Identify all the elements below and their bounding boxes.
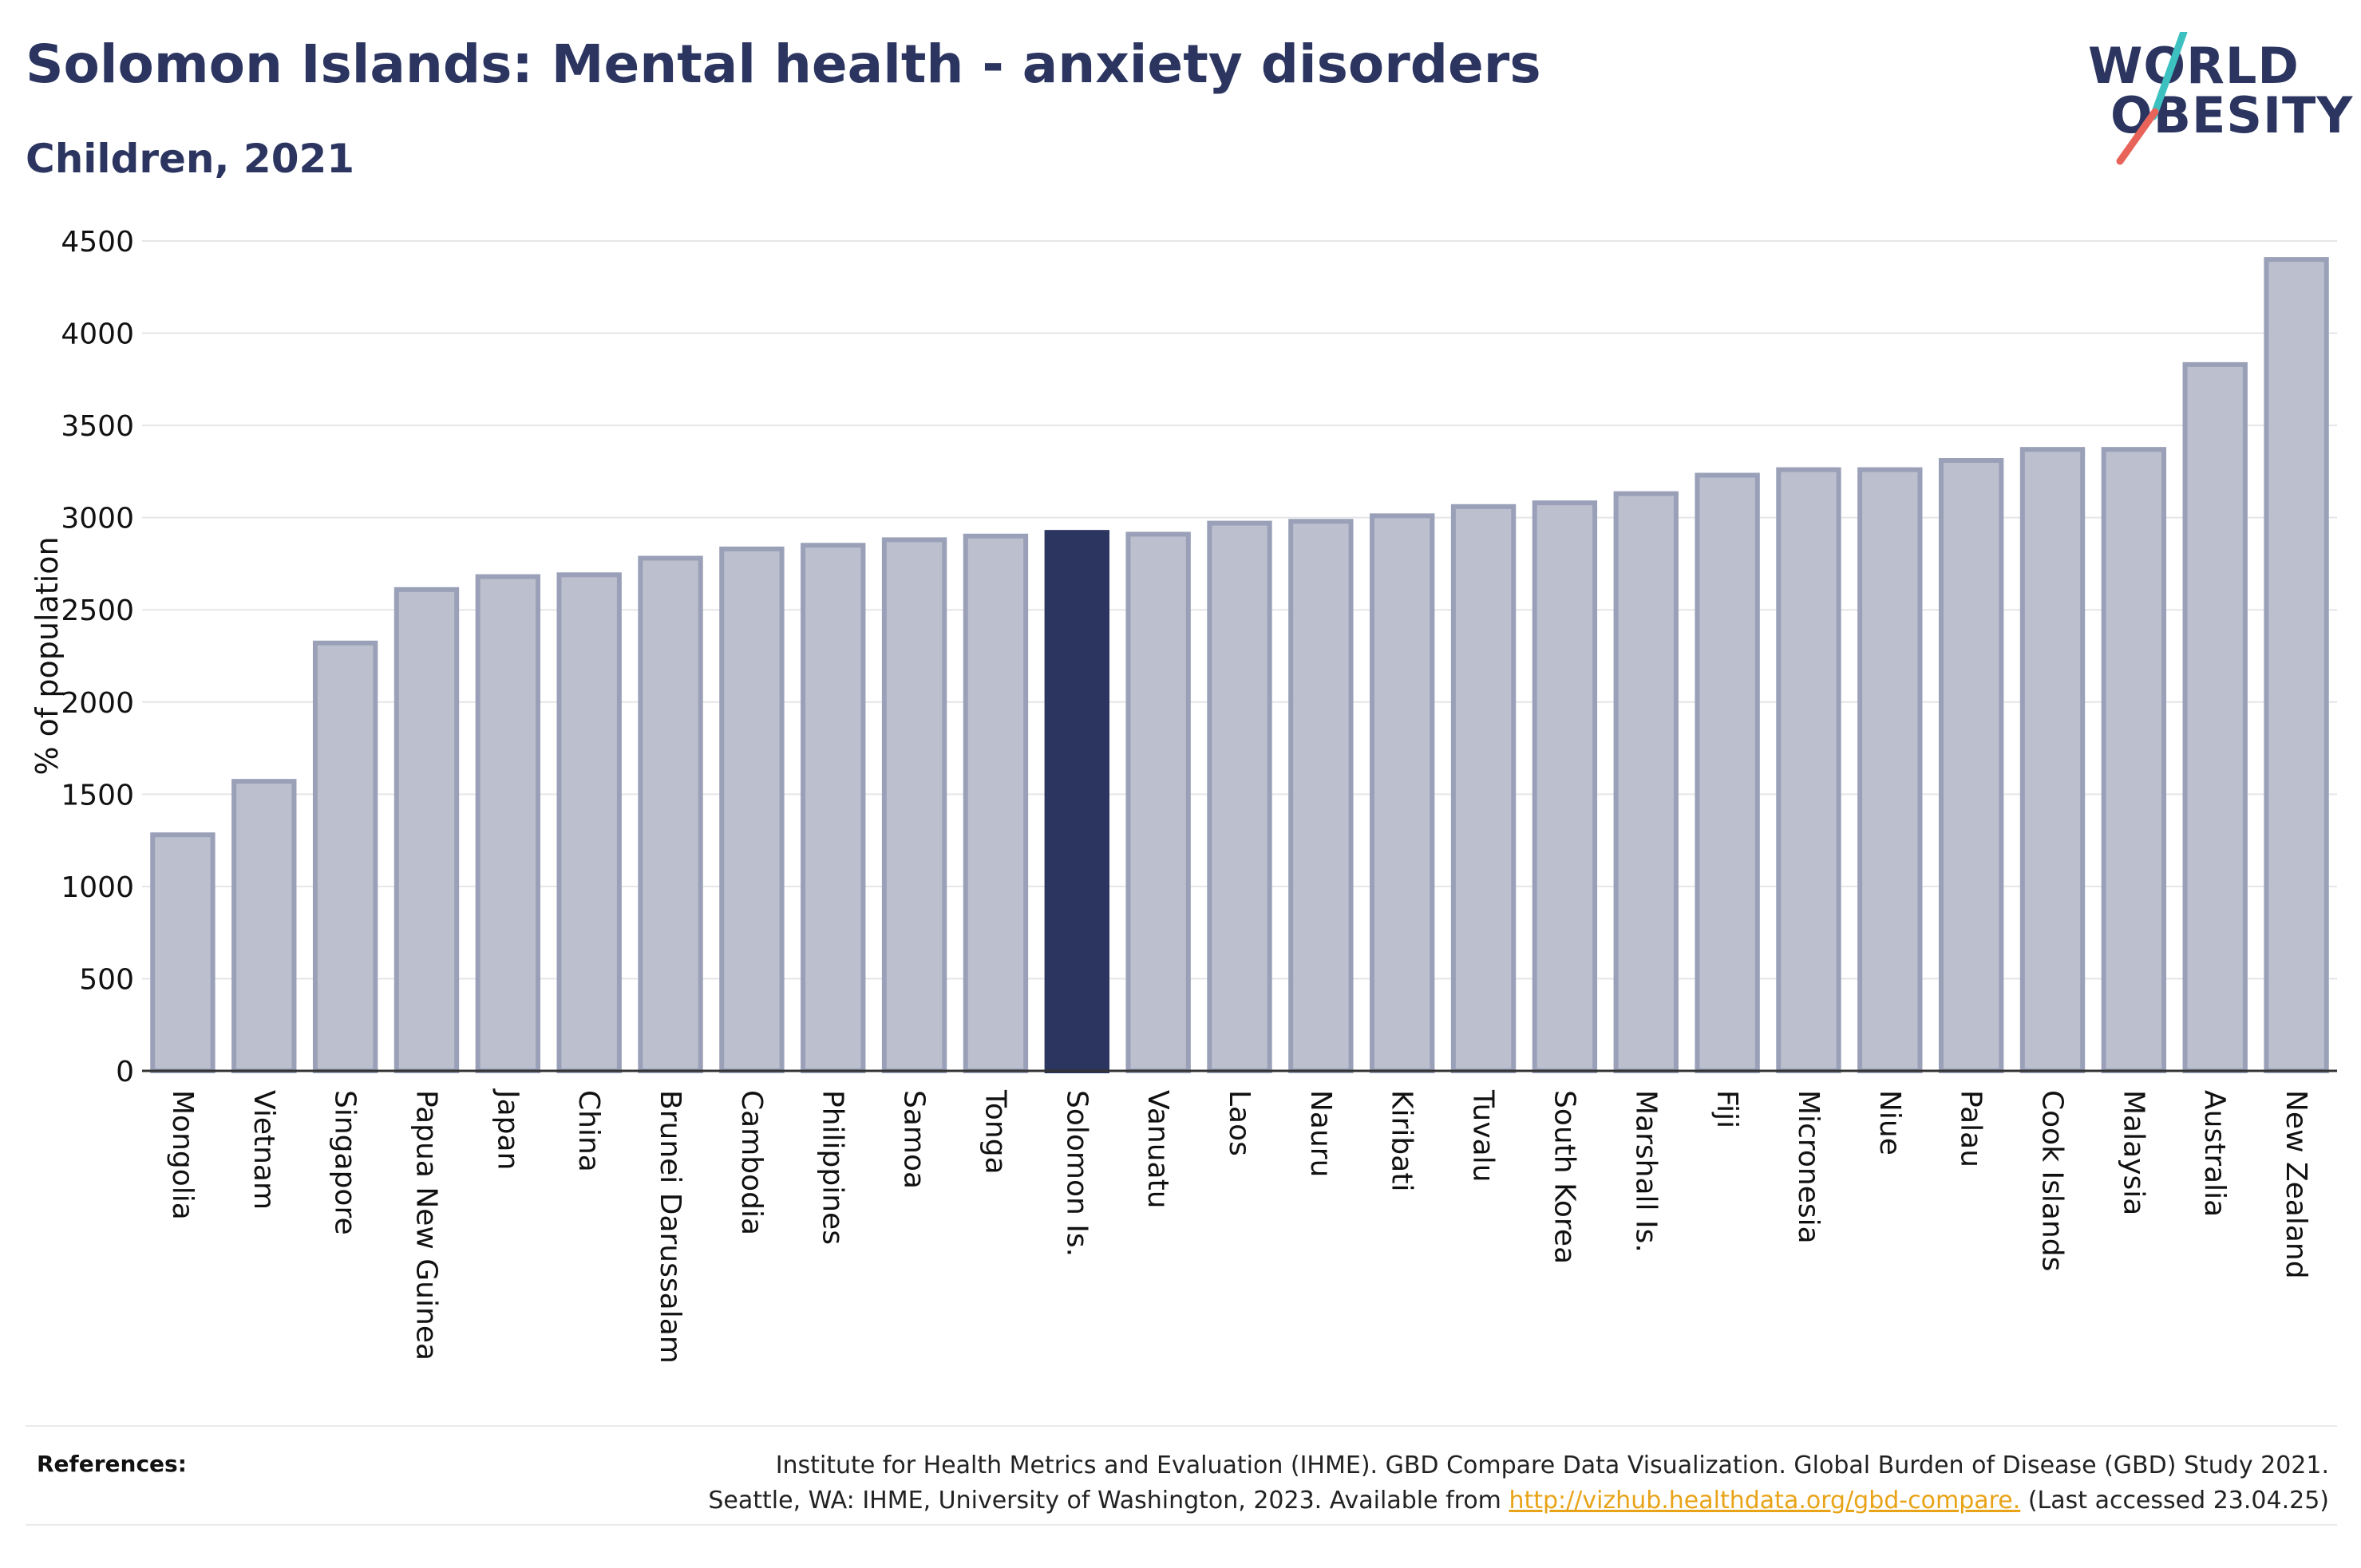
- logo-word-world: WORLD: [2088, 37, 2300, 95]
- x-tick-label: Kiribati: [1386, 1090, 1418, 1191]
- x-tick-label: Japan: [491, 1088, 524, 1170]
- bar-vanuatu: [1125, 531, 1191, 1073]
- references-bottom-divider: [26, 1524, 2337, 1526]
- x-tick-label: Palau: [1955, 1090, 1987, 1167]
- y-tick-label: 3000: [61, 503, 134, 535]
- logo-slash-icon: [2116, 32, 2188, 165]
- bar-singapore: [312, 640, 378, 1073]
- x-tick-label: Brunei Darussalam: [654, 1090, 686, 1364]
- x-tick-label: Laos: [1223, 1090, 1256, 1156]
- x-tick-label: Cambodia: [735, 1090, 768, 1235]
- x-tick-label: Niue: [1873, 1090, 1906, 1155]
- reference-line-2-suffix: (Last accessed 23.04.25): [2020, 1486, 2329, 1515]
- x-tick-label: Mongolia: [166, 1090, 199, 1220]
- y-tick-label: 2500: [61, 594, 134, 627]
- x-tick-label: Marshall Is.: [1629, 1090, 1662, 1253]
- reference-link[interactable]: http://vizhub.healthdata.org/gbd-compare…: [1509, 1486, 2021, 1515]
- x-tick-label: Tonga: [979, 1089, 1011, 1175]
- y-axis-label: % of population: [30, 536, 65, 775]
- y-tick-label: 500: [79, 963, 134, 996]
- bar-chart: 0 500 1000 1500 2000 2500 3000 3500 4000 4500 % of…: [30, 226, 2337, 1364]
- x-tick-label: Tuvalu: [1467, 1089, 1500, 1183]
- bar-south-korea: [1532, 500, 1598, 1073]
- chart-title: Solomon Islands: Mental health - anxiety…: [26, 34, 1541, 95]
- x-tick-label: Solomon Is.: [1060, 1090, 1093, 1257]
- bar-australia: [2182, 361, 2248, 1074]
- bar-brunei-darussalam: [638, 555, 703, 1073]
- reference-line-2: Seattle, WA: IHME, University of Washing…: [493, 1483, 2329, 1519]
- y-tick-label: 3500: [61, 410, 134, 443]
- bar-marshall-is: [1613, 491, 1679, 1073]
- bar-papua-new-guinea: [394, 587, 460, 1073]
- reference-line-2-prefix: Seattle, WA: IHME, University of Washing…: [708, 1486, 1509, 1515]
- x-tick-label: Singapore: [329, 1090, 362, 1235]
- x-tick-label: Vanuatu: [1141, 1090, 1174, 1209]
- reference-line-1: Institute for Health Metrics and Evaluat…: [775, 1451, 2329, 1479]
- y-tick-label: 1500: [61, 779, 134, 812]
- bar-tonga: [963, 533, 1029, 1073]
- references-text: Institute for Health Metrics and Evaluat…: [493, 1448, 2329, 1518]
- bar-nauru: [1288, 519, 1354, 1073]
- bar-malaysia: [2101, 447, 2167, 1073]
- x-tick-label: New Zealand: [2280, 1090, 2312, 1279]
- x-tick-label: Micronesia: [1792, 1090, 1825, 1244]
- references-top-divider: [26, 1425, 2337, 1427]
- world-obesity-logo: WORLD OBESITY: [2075, 32, 2352, 168]
- bar-laos: [1207, 520, 1272, 1073]
- x-tick-label: Australia: [2198, 1090, 2231, 1217]
- x-tick-label: Cook Islands: [2036, 1090, 2069, 1271]
- bar-tuvalu: [1450, 504, 1517, 1073]
- references-label: References:: [37, 1451, 187, 1477]
- bar-vietnam: [231, 779, 297, 1074]
- bar-cambodia: [719, 546, 785, 1073]
- x-tick-label: South Korea: [1548, 1090, 1580, 1264]
- x-tick-label: Philippines: [817, 1090, 849, 1245]
- x-tick-label: Samoa: [898, 1090, 931, 1189]
- bar-mongolia: [150, 832, 216, 1073]
- bar-samoa: [881, 537, 947, 1073]
- bar-cook-islands: [2019, 447, 2086, 1073]
- bar-niue: [1857, 467, 1923, 1073]
- bar-fiji: [1695, 472, 1760, 1073]
- bar-japan: [475, 574, 541, 1073]
- x-tick-label: Papua New Guinea: [409, 1090, 442, 1361]
- y-tick-label: 1000: [61, 871, 134, 904]
- x-tick-label: Fiji: [1710, 1090, 1743, 1128]
- chart-subtitle: Children, 2021: [26, 136, 355, 182]
- y-tick-label: 4000: [61, 318, 134, 351]
- y-tick-label: 2000: [61, 687, 134, 720]
- bar-china: [556, 572, 622, 1073]
- x-tick-label: China: [572, 1090, 605, 1172]
- bar-new-zealand: [2264, 257, 2329, 1074]
- bar-palau: [1938, 458, 2004, 1073]
- x-tick-label: Vietnam: [247, 1090, 280, 1210]
- bar-solomon-is: [1044, 530, 1109, 1073]
- bar-micronesia: [1776, 467, 1841, 1073]
- y-tick-label: 4500: [61, 226, 134, 259]
- y-tick-label: 0: [116, 1056, 134, 1088]
- bar-kiribati: [1370, 513, 1435, 1073]
- x-tick-label: Nauru: [1304, 1090, 1337, 1177]
- x-tick-label: Malaysia: [2117, 1090, 2149, 1215]
- bar-philippines: [801, 543, 866, 1073]
